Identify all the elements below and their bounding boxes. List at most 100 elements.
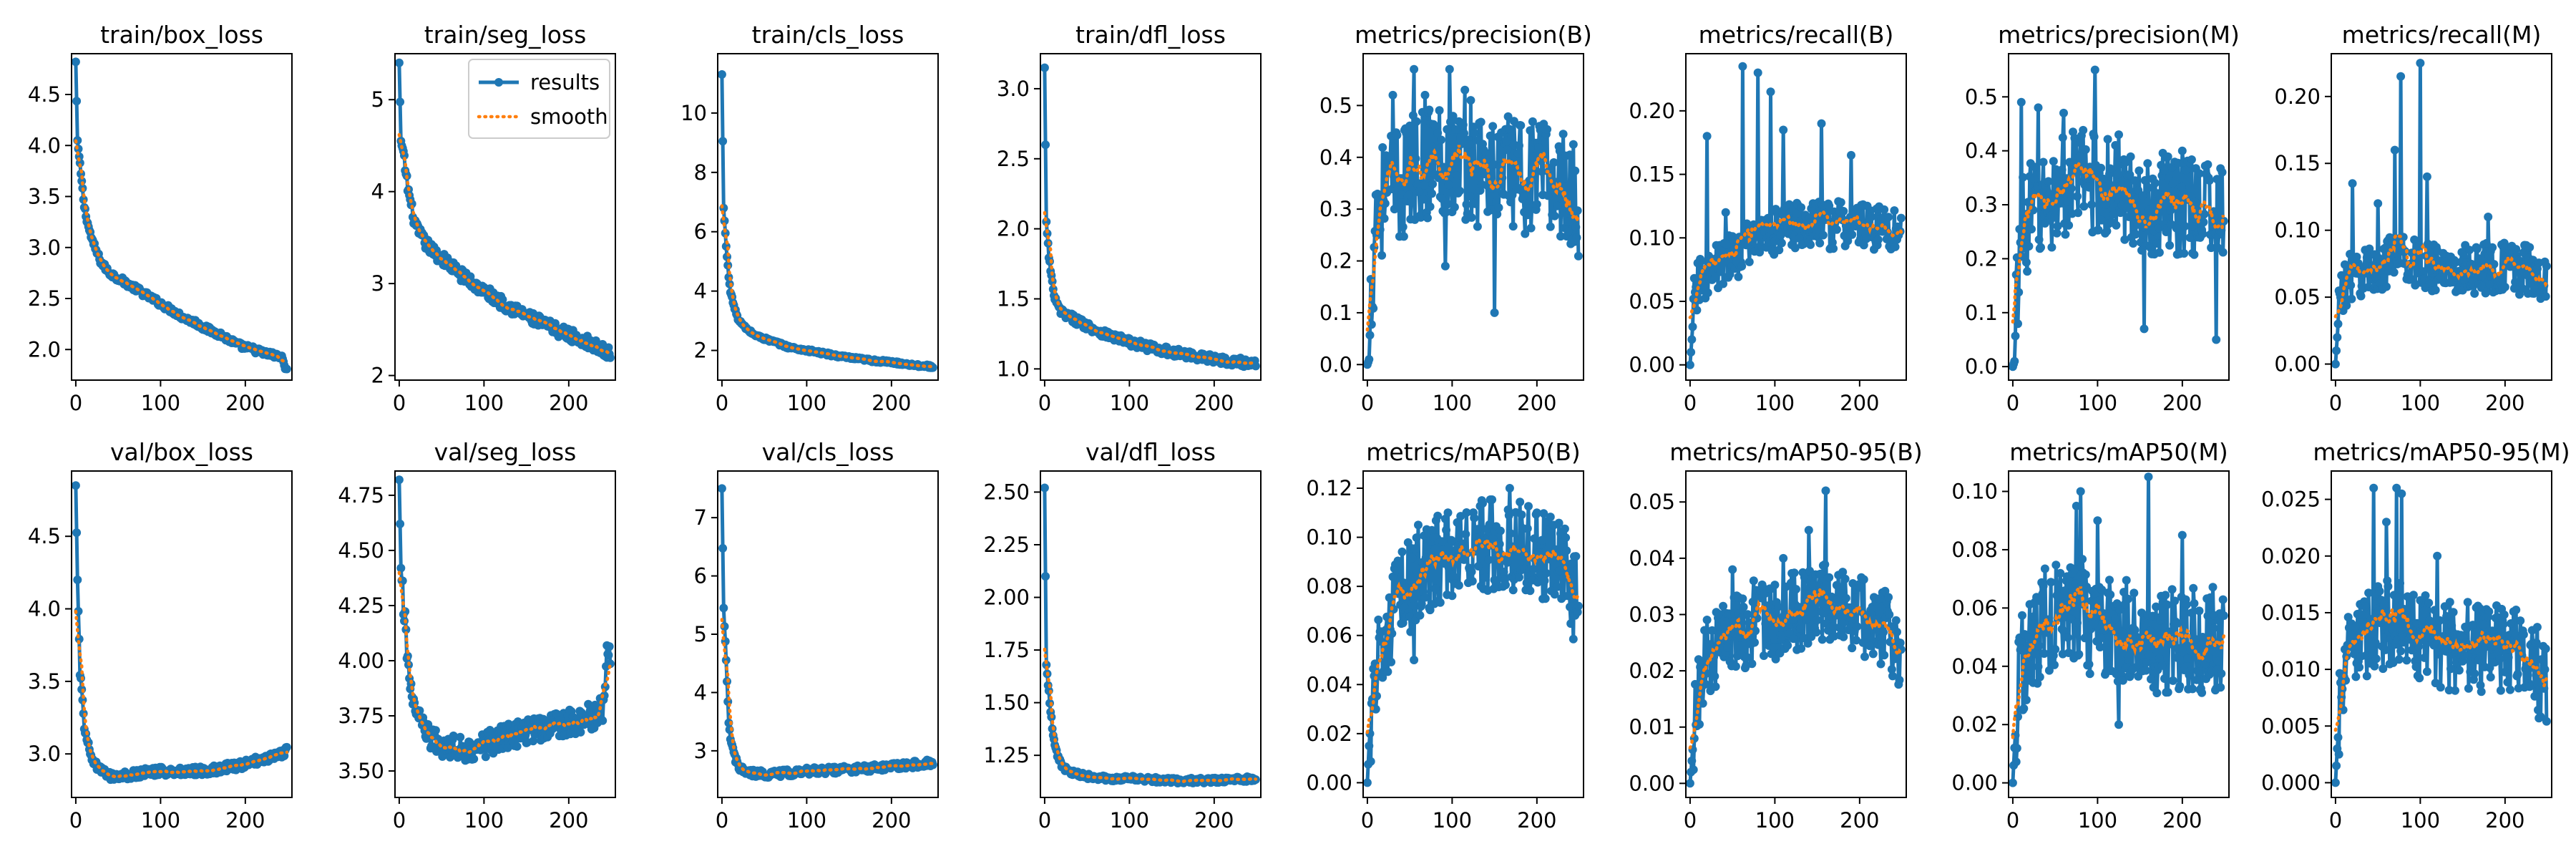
data-point bbox=[1397, 547, 1407, 556]
data-point bbox=[2038, 589, 2047, 598]
data-point bbox=[2046, 578, 2056, 587]
data-point bbox=[1495, 540, 1504, 549]
data-point bbox=[2433, 551, 2442, 560]
data-point bbox=[1530, 534, 1539, 543]
axes-frame bbox=[71, 53, 293, 381]
data-point bbox=[2152, 689, 2162, 698]
data-point bbox=[1392, 566, 1401, 575]
data-point bbox=[1795, 624, 1805, 633]
x-tick-label: 100 bbox=[1110, 391, 1149, 415]
data-point bbox=[1470, 128, 1479, 137]
data-point bbox=[1460, 555, 1468, 564]
data-point bbox=[2114, 720, 2123, 729]
data-point bbox=[1423, 213, 1432, 223]
data-point bbox=[1685, 779, 1694, 788]
y-tick-label: 1.0 bbox=[997, 356, 1030, 381]
data-point bbox=[1529, 565, 1538, 573]
y-tick-label: 3.0 bbox=[997, 77, 1030, 101]
data-point bbox=[2106, 164, 2115, 173]
data-point bbox=[1365, 355, 1374, 364]
subplot-metrics-precision-b-: metrics/precision(B) 0 100 200 0.0 0.1 0.2 0.3 0… bbox=[1319, 21, 1592, 415]
data-point bbox=[1387, 657, 1396, 666]
data-point bbox=[396, 97, 405, 107]
data-point bbox=[2094, 596, 2103, 606]
data-point bbox=[2422, 667, 2431, 676]
data-point bbox=[2160, 165, 2169, 175]
data-point bbox=[1777, 238, 1786, 248]
data-point bbox=[1829, 244, 1838, 253]
data-point bbox=[1406, 627, 1415, 636]
data-point bbox=[2217, 669, 2226, 678]
data-point bbox=[2479, 620, 2487, 629]
data-point bbox=[2414, 642, 2423, 651]
x-tick-label: 100 bbox=[464, 391, 504, 415]
subplot-title: val/box_loss bbox=[110, 438, 253, 466]
data-point bbox=[2011, 757, 2021, 767]
smooth-line bbox=[1043, 647, 1258, 783]
data-point bbox=[1402, 129, 1411, 138]
data-point bbox=[1563, 591, 1573, 601]
data-point bbox=[1739, 603, 1748, 611]
data-point bbox=[1891, 616, 1901, 625]
data-point bbox=[2541, 644, 2550, 654]
data-point bbox=[2147, 674, 2155, 684]
results-markers bbox=[1362, 64, 1583, 369]
y-tick-label: 3 bbox=[694, 739, 707, 763]
data-point bbox=[1695, 719, 1704, 729]
data-point bbox=[1817, 119, 1826, 128]
y-tick-label: 0.12 bbox=[1306, 476, 1352, 500]
y-tick-label: 4 bbox=[694, 680, 707, 704]
data-point bbox=[2141, 666, 2150, 675]
data-point bbox=[1890, 206, 1899, 215]
subplot-title: metrics/mAP50-95(B) bbox=[1669, 438, 1922, 466]
data-point bbox=[1825, 573, 1834, 582]
data-point bbox=[2436, 683, 2445, 692]
x-tick-label: 0 bbox=[1361, 808, 1374, 833]
data-point bbox=[1443, 125, 1452, 134]
data-point bbox=[1541, 594, 1550, 603]
data-point bbox=[2482, 238, 2491, 248]
data-point bbox=[529, 737, 538, 746]
y-tick-label: 2.5 bbox=[997, 147, 1030, 171]
data-point bbox=[1430, 584, 1440, 593]
data-point bbox=[2104, 659, 2113, 669]
data-point bbox=[1797, 203, 1806, 212]
data-point bbox=[1884, 213, 1893, 222]
data-point bbox=[721, 656, 731, 665]
y-tick-label: 3.50 bbox=[338, 759, 384, 783]
data-point bbox=[1766, 87, 1775, 97]
data-point bbox=[2381, 645, 2390, 654]
x-tick-label: 200 bbox=[1517, 391, 1556, 415]
results-markers bbox=[71, 57, 291, 374]
data-point bbox=[1507, 132, 1516, 141]
data-point bbox=[1770, 581, 1780, 590]
data-point bbox=[1836, 198, 1845, 207]
y-tick-label: 0.010 bbox=[2261, 657, 2321, 681]
y-tick-label: 0.4 bbox=[1965, 139, 1998, 163]
data-point bbox=[1251, 361, 1260, 371]
data-point bbox=[2064, 649, 2074, 657]
smooth-line bbox=[397, 571, 613, 754]
data-point bbox=[2024, 198, 2033, 207]
data-point bbox=[1411, 154, 1420, 163]
data-point bbox=[1440, 261, 1450, 271]
data-point bbox=[1852, 636, 1861, 645]
data-point bbox=[2410, 235, 2419, 244]
y-tick-label: 3.0 bbox=[28, 236, 61, 260]
data-point bbox=[1803, 639, 1813, 648]
data-point bbox=[2118, 676, 2127, 685]
data-point bbox=[2468, 621, 2477, 630]
y-tick-label: 0.05 bbox=[1629, 490, 1675, 514]
data-point bbox=[1398, 223, 1407, 231]
data-point bbox=[1550, 590, 1559, 599]
data-point bbox=[2204, 654, 2213, 663]
data-point bbox=[1407, 142, 1417, 151]
data-point bbox=[2082, 582, 2091, 591]
data-point bbox=[1485, 520, 1494, 529]
data-point bbox=[1689, 765, 1698, 775]
data-point bbox=[2185, 233, 2195, 242]
data-point bbox=[2142, 658, 2152, 667]
y-tick-label: 0.08 bbox=[1951, 538, 1998, 562]
data-point bbox=[2157, 661, 2167, 670]
